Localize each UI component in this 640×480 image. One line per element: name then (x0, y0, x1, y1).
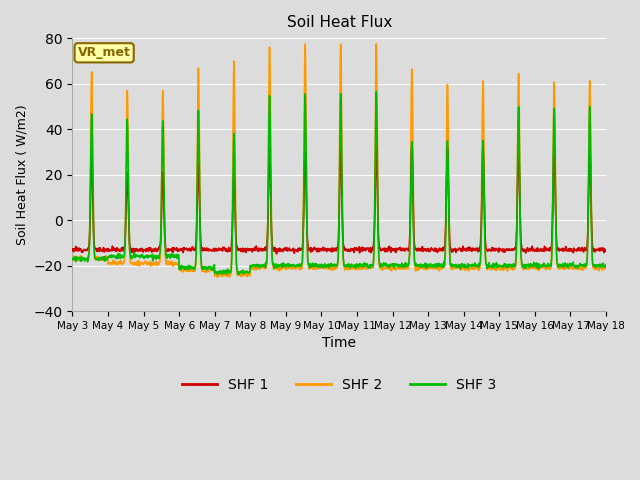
SHF 1 (422, 248, 430, 254)
SHF 2 (602, 265, 609, 271)
SHF 1 (174, 248, 182, 253)
SHF 2 (247, 265, 255, 271)
SHF 2 (492, 264, 500, 270)
X-axis label: Time: Time (322, 336, 356, 350)
SHF 2 (422, 266, 430, 272)
SHF 2 (68, 256, 76, 262)
SHF 2 (174, 262, 182, 267)
SHF 1 (68, 246, 76, 252)
SHF 1 (273, 251, 280, 257)
Text: VR_met: VR_met (77, 46, 131, 60)
Y-axis label: Soil Heat Flux ( W/m2): Soil Heat Flux ( W/m2) (15, 104, 28, 245)
SHF 1 (247, 247, 255, 252)
SHF 2 (372, 41, 380, 47)
SHF 1 (550, 140, 558, 146)
SHF 1 (539, 247, 547, 252)
SHF 3 (422, 261, 430, 266)
SHF 2 (213, 274, 221, 280)
SHF 3 (68, 256, 76, 262)
Line: SHF 3: SHF 3 (72, 92, 605, 275)
SHF 1 (602, 248, 609, 254)
SHF 2 (540, 264, 547, 269)
SHF 2 (187, 266, 195, 272)
SHF 3 (492, 264, 500, 269)
Title: Soil Heat Flux: Soil Heat Flux (287, 15, 392, 30)
SHF 3 (247, 264, 255, 270)
SHF 3 (372, 89, 380, 95)
SHF 3 (602, 262, 609, 267)
SHF 3 (540, 264, 547, 269)
SHF 3 (174, 253, 182, 259)
SHF 1 (492, 246, 499, 252)
SHF 3 (214, 272, 221, 277)
Line: SHF 2: SHF 2 (72, 44, 605, 277)
Line: SHF 1: SHF 1 (72, 143, 605, 254)
Legend: SHF 1, SHF 2, SHF 3: SHF 1, SHF 2, SHF 3 (177, 372, 502, 397)
SHF 3 (187, 264, 195, 270)
SHF 1 (187, 247, 195, 253)
